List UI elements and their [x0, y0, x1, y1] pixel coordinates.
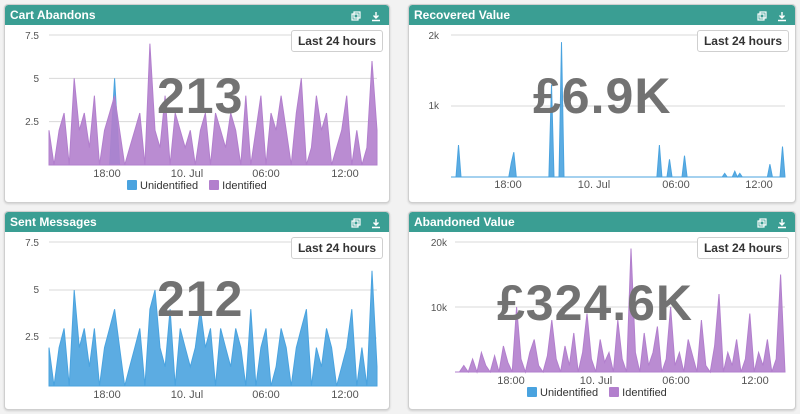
download-icon[interactable]	[777, 9, 787, 22]
legend-item-unidentified[interactable]: Unidentified	[527, 387, 598, 399]
x-tick: 18:00	[93, 389, 121, 401]
y-tick: 7.5	[25, 31, 39, 42]
panel-header: Cart Abandons	[5, 5, 389, 25]
range-button[interactable]: Last 24 hours	[290, 237, 383, 259]
x-tick: 06:00	[662, 375, 690, 387]
series-unidentified-area	[451, 42, 786, 179]
legend-label: Unidentified	[540, 387, 599, 399]
panel-title: Sent Messages	[10, 215, 97, 229]
recovered-value-panel: Recovered Value 2k 1k 18:00 10. Jul 06:0…	[408, 4, 796, 203]
y-tick: 2.5	[25, 332, 39, 343]
x-tick: 06:00	[662, 179, 690, 191]
y-tick: 2k	[428, 31, 439, 42]
download-icon[interactable]	[371, 216, 381, 229]
series-identified-area	[48, 43, 378, 166]
legend: Unidentified Identified	[127, 180, 275, 192]
big-value: £6.9K	[533, 68, 672, 124]
series-identified-area	[455, 248, 786, 374]
y-tick: 1k	[428, 101, 439, 112]
big-value: 213	[157, 68, 244, 124]
panel-title: Recovered Value	[414, 8, 511, 22]
abandoned-value-panel: Abandoned Value 20k 10k 18:00 10. Jul 06…	[408, 211, 796, 410]
expand-icon[interactable]	[757, 9, 767, 21]
range-button[interactable]: Last 24 hours	[696, 30, 789, 52]
x-tick: 10. Jul	[170, 389, 204, 401]
panel-header: Recovered Value	[409, 5, 795, 25]
x-tick: 18:00	[93, 168, 121, 180]
chart	[451, 34, 786, 179]
big-value: £324.6K	[497, 275, 694, 331]
expand-icon[interactable]	[757, 216, 767, 228]
x-tick: 10. Jul	[170, 168, 204, 180]
range-button[interactable]: Last 24 hours	[290, 30, 383, 52]
panel-title: Abandoned Value	[414, 215, 515, 229]
x-tick: 06:00	[252, 168, 280, 180]
panel-header: Abandoned Value	[409, 212, 795, 232]
legend-item-identified[interactable]: Identified	[209, 180, 267, 192]
x-tick: 12:00	[741, 375, 769, 387]
legend-swatch	[127, 180, 137, 190]
x-tick: 10. Jul	[577, 179, 611, 191]
legend-label: Identified	[222, 180, 267, 192]
big-value: 212	[157, 271, 244, 327]
series-unidentified-area	[48, 270, 378, 387]
expand-icon[interactable]	[351, 9, 361, 21]
legend-item-identified[interactable]: Identified	[609, 387, 667, 399]
expand-icon[interactable]	[351, 216, 361, 228]
y-tick: 2.5	[25, 117, 39, 128]
chart	[48, 34, 378, 166]
x-tick: 10. Jul	[579, 375, 613, 387]
y-tick: 7.5	[25, 238, 39, 249]
range-button[interactable]: Last 24 hours	[696, 237, 789, 259]
chart	[48, 241, 378, 387]
legend-item-unidentified[interactable]: Unidentified	[127, 180, 198, 192]
download-icon[interactable]	[777, 216, 787, 229]
x-tick: 06:00	[252, 389, 280, 401]
legend-swatch	[209, 180, 220, 190]
legend: Unidentified Identified	[527, 387, 675, 399]
y-tick: 5	[33, 285, 39, 296]
y-tick: 20k	[430, 238, 447, 249]
legend-label: Identified	[622, 387, 667, 399]
x-tick: 12:00	[331, 389, 359, 401]
panel-header: Sent Messages	[5, 212, 389, 232]
sent-messages-panel: Sent Messages 7.5 5 2.5 18:00 10. Jul 06…	[4, 211, 390, 410]
legend-swatch	[609, 387, 620, 397]
x-tick: 12:00	[745, 179, 773, 191]
legend-label: Unidentified	[140, 180, 199, 192]
panel-title: Cart Abandons	[10, 8, 96, 22]
y-tick: 5	[33, 74, 39, 85]
legend-swatch	[527, 387, 537, 397]
y-tick: 10k	[430, 303, 447, 314]
cart-abandons-panel: Cart Abandons 7.5 5 2.5 18:00 10. Jul 06…	[4, 4, 390, 203]
x-tick: 18:00	[497, 375, 525, 387]
download-icon[interactable]	[371, 9, 381, 22]
x-tick: 18:00	[494, 179, 522, 191]
x-tick: 12:00	[331, 168, 359, 180]
